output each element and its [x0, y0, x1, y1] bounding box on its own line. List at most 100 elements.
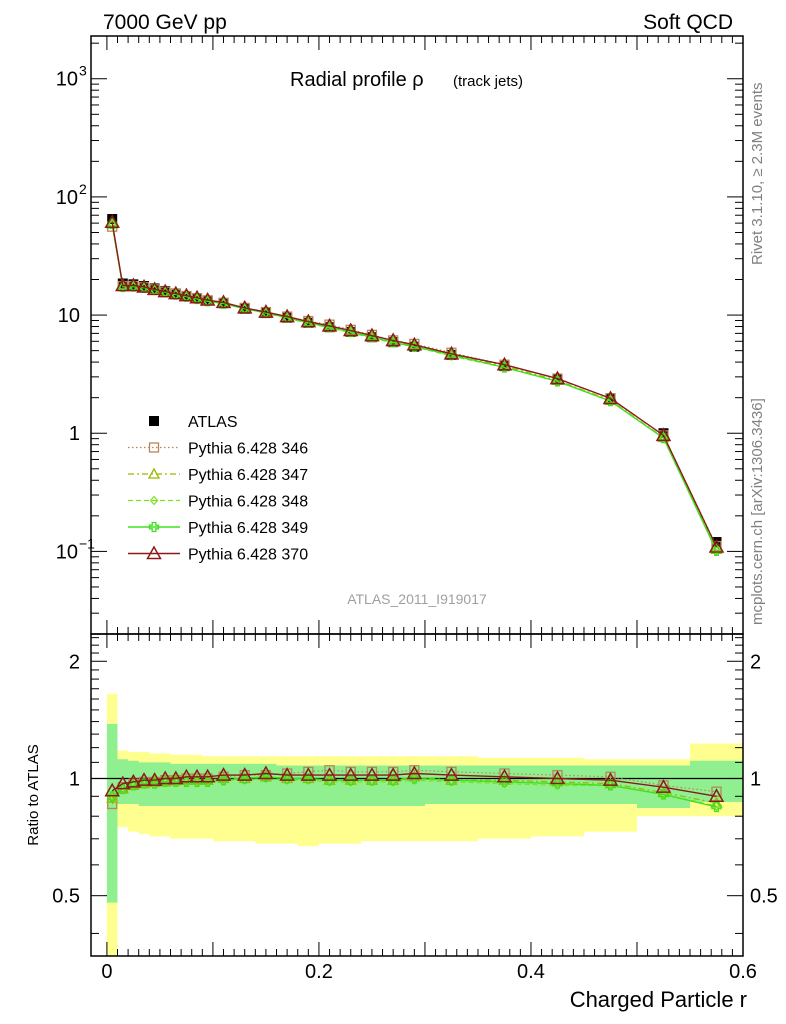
y-tick-label-exponent: 2	[79, 181, 87, 197]
data-point	[443, 345, 460, 360]
y-tick-label: 10	[56, 187, 78, 209]
ratio-point	[364, 767, 380, 781]
data-point	[215, 294, 232, 309]
legend-entry-label: ATLAS	[188, 414, 238, 431]
legend: ATLAS Pythia 6.428 346 Pythia 6.428 347 Pyt…	[128, 414, 308, 564]
data-point	[321, 317, 338, 332]
data-point	[258, 304, 274, 318]
legend-marker	[149, 495, 159, 506]
data-point	[157, 283, 173, 298]
legend-entry-label: Pythia 6.428 347	[188, 467, 308, 484]
ratio-point	[655, 779, 672, 793]
data-point	[552, 374, 563, 385]
ratio-y-tick-label: 2	[69, 651, 80, 673]
legend-entry-label: Pythia 6.428 349	[188, 520, 308, 537]
data-point	[146, 281, 163, 296]
ratio-point	[107, 791, 118, 802]
plot-subtitle: (track jets)	[453, 73, 523, 90]
y-tick-label-exponent: −1	[79, 535, 95, 551]
ratio-y-tick-label: 0.5	[52, 886, 80, 908]
data-point	[655, 427, 672, 442]
ratio-point	[711, 801, 722, 813]
ratio-point	[385, 767, 401, 781]
y-tick-label-exponent: 3	[79, 63, 87, 79]
legend-marker	[148, 442, 160, 453]
data-point	[168, 285, 184, 300]
ratio-point	[321, 767, 338, 781]
y-tick-label: 10	[58, 305, 80, 327]
ratio-point	[125, 773, 142, 788]
ratio-point	[324, 775, 335, 786]
data-point	[125, 277, 142, 292]
series-line-5	[111, 222, 718, 548]
ratio-point	[409, 773, 420, 784]
legend-entry-label: Pythia 6.428 370	[188, 547, 308, 564]
data-point	[178, 287, 195, 302]
ratio-plot-data	[91, 765, 743, 813]
ratio-point	[168, 770, 184, 785]
data-point	[104, 214, 120, 229]
y-tick-label: 10	[56, 69, 78, 91]
x-tick-label: 0.2	[305, 961, 333, 983]
legend-marker	[148, 521, 160, 533]
legend-marker-atlas	[149, 416, 159, 426]
ratio-point	[199, 768, 216, 783]
side-text-bottom: mcplots.cern.ch [arXiv:1306.3436]	[749, 398, 766, 625]
y-tick-label: 10	[56, 541, 78, 563]
data-point	[385, 332, 401, 347]
plot-title: Radial profile ρ	[290, 69, 424, 91]
uncertainty-band-inner	[106, 724, 743, 903]
header-right: Soft QCD	[643, 11, 733, 34]
main-plot-frame	[90, 35, 744, 635]
ratio-uncertainty-bands	[106, 693, 743, 956]
data-point	[708, 538, 725, 553]
analysis-watermark: ATLAS_2011_I919017	[347, 591, 487, 607]
data-point	[342, 322, 359, 337]
side-text-top: Rivet 3.1.10, ≥ 2.3M events	[749, 83, 766, 266]
data-point	[364, 327, 380, 342]
data-point	[496, 356, 513, 371]
ratio-point	[366, 775, 378, 786]
data-point	[602, 390, 619, 405]
ratio-line-3	[111, 777, 717, 807]
ratio-point	[443, 767, 460, 781]
ratio-point	[178, 768, 195, 783]
ratio-point	[496, 768, 513, 783]
legend-marker	[147, 467, 161, 479]
x-axis-label: Charged Particle r	[570, 987, 747, 1012]
data-point	[406, 336, 423, 351]
ratio-point	[708, 788, 725, 803]
ratio-point	[499, 776, 510, 788]
ratio-point	[549, 770, 566, 785]
main-plot-data	[104, 214, 725, 557]
ratio-line-4	[111, 776, 717, 808]
ratio-point	[146, 772, 163, 786]
uncertainty-band-outer	[106, 693, 743, 956]
ratio-plot-frame	[90, 633, 744, 957]
ratio-point	[236, 767, 253, 781]
ratio-y-tick-label: 1	[69, 768, 80, 790]
x-tick-label: 0.6	[729, 961, 757, 983]
ratio-point	[300, 767, 317, 781]
ratio-point	[215, 767, 232, 781]
legend-entry-label: Pythia 6.428 346	[188, 441, 308, 458]
ratio-plot-axes: 0.5 0.5 1 1 2 2 0 0.2 0.4 0.6	[52, 634, 778, 983]
data-point	[128, 279, 139, 290]
data-point	[115, 277, 131, 292]
legend-entry-label: Pythia 6.428 348	[188, 494, 308, 511]
data-point	[189, 289, 205, 304]
ratio-point	[279, 767, 295, 781]
ratio-point	[218, 775, 229, 786]
data-point	[300, 313, 317, 328]
data-point	[107, 218, 118, 230]
ratio-point	[406, 765, 423, 780]
ratio-point	[189, 768, 205, 783]
header-left: 7000 GeV pp	[103, 11, 227, 34]
ratio-point	[115, 775, 131, 790]
ratio-point	[181, 776, 192, 788]
data-point	[149, 283, 160, 294]
ratio-point	[446, 775, 457, 786]
data-point	[279, 308, 295, 323]
